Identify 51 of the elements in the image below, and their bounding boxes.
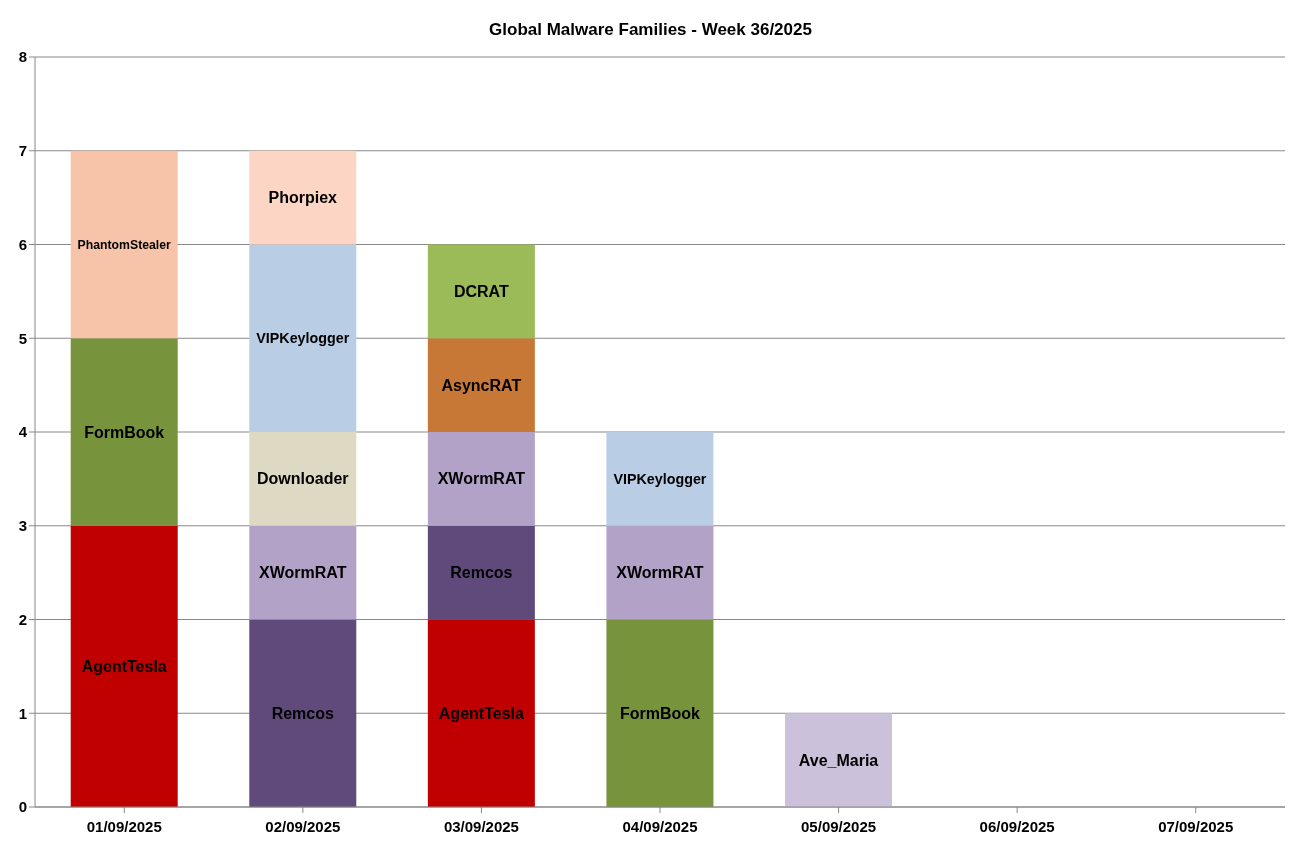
bar bbox=[249, 432, 357, 526]
series-label: Phorpiex bbox=[268, 189, 338, 207]
text: XWormRAT bbox=[616, 564, 704, 582]
chart-title: Global Malware Families - Week 36/2025 bbox=[489, 20, 812, 39]
y-tick-label: 5 bbox=[18, 329, 27, 347]
x-tick-label: 03/09/2025 bbox=[443, 817, 519, 835]
y-tick-label: 6 bbox=[18, 235, 27, 253]
bar bbox=[249, 244, 357, 432]
x-tick-label: 04/09/2025 bbox=[622, 817, 698, 835]
series-label: AsyncRAT bbox=[441, 376, 522, 394]
bar bbox=[427, 619, 535, 807]
bar bbox=[70, 150, 178, 339]
bar bbox=[249, 619, 357, 807]
series-label: Ave_Maria bbox=[798, 751, 879, 769]
bar bbox=[606, 432, 714, 526]
series-label: XWormRAT bbox=[437, 470, 526, 488]
y-tick-label: 1 bbox=[18, 704, 27, 722]
series-label: Remcos bbox=[450, 564, 513, 582]
bar bbox=[785, 713, 892, 807]
bar bbox=[249, 150, 357, 245]
text: VIPKeylogger bbox=[613, 470, 707, 487]
series-label: FormBook bbox=[84, 423, 165, 441]
x-tick-label: 05/09/2025 bbox=[801, 817, 877, 835]
series-label: PhantomStealer bbox=[77, 237, 172, 252]
bar bbox=[606, 619, 714, 807]
y-tick-label: 2 bbox=[18, 610, 27, 628]
bar bbox=[427, 338, 535, 432]
x-tick-label: 01/09/2025 bbox=[86, 817, 162, 835]
text: Remcos bbox=[271, 704, 334, 722]
bar bbox=[70, 525, 178, 807]
x-tick-label: 02/09/2025 bbox=[265, 817, 341, 835]
y-tick-label: 8 bbox=[18, 48, 27, 66]
x-tick-label: 07/09/2025 bbox=[1158, 817, 1234, 835]
text: AgentTesla bbox=[438, 704, 524, 722]
series-label: AgentTesla bbox=[81, 657, 167, 675]
bar bbox=[249, 525, 357, 620]
text: XWormRAT bbox=[259, 564, 347, 582]
text: FormBook bbox=[619, 704, 700, 722]
bar bbox=[427, 525, 535, 620]
bar bbox=[427, 244, 535, 339]
series-label: Downloader bbox=[257, 470, 349, 488]
bar bbox=[606, 525, 714, 620]
bar bbox=[427, 432, 535, 526]
bar bbox=[70, 338, 178, 526]
y-tick-label: 4 bbox=[18, 423, 28, 441]
series-label: VIPKeylogger bbox=[256, 330, 350, 347]
y-tick-label: 3 bbox=[18, 517, 27, 535]
y-tick-label: 7 bbox=[18, 142, 27, 160]
series-label: DCRAT bbox=[453, 282, 509, 300]
x-tick-label: 06/09/2025 bbox=[979, 817, 1055, 835]
y-tick-label: 0 bbox=[18, 798, 27, 816]
